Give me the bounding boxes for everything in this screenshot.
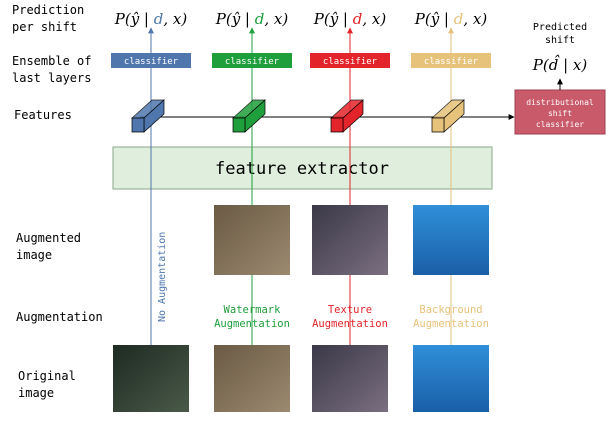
- row-label: Features: [14, 108, 72, 122]
- formula-part: , x): [264, 10, 288, 28]
- shift-classifier-label: shift: [548, 109, 572, 118]
- original-image: [214, 345, 290, 412]
- feature-cube-front: [232, 117, 246, 133]
- augmented-image: [312, 205, 388, 275]
- classifier-label: classifier: [424, 57, 479, 67]
- classifier-box: [411, 53, 491, 68]
- row-label: last layers: [12, 71, 91, 85]
- classifier-label: classifier: [124, 57, 179, 67]
- augmented-image: [413, 205, 489, 275]
- row-label: image: [18, 386, 54, 400]
- predicted-shift-formula: P(d̂ | x): [532, 55, 588, 74]
- augmentation-label: No Augmentation: [157, 232, 168, 322]
- formula-part: , x): [463, 10, 487, 28]
- prediction-formula: P(ŷ | d, x): [215, 10, 289, 28]
- row-label: Prediction: [12, 3, 84, 17]
- original-image: [413, 345, 489, 412]
- formula-shift: d: [154, 10, 164, 28]
- feature-cube-front: [330, 117, 344, 133]
- feature-cube-front: [431, 117, 445, 133]
- classifier-box: [212, 53, 292, 68]
- original-image: [113, 345, 189, 412]
- formula-shift: d: [353, 10, 363, 28]
- prediction-formula: P(ŷ | d, x): [114, 10, 188, 28]
- row-label: Augmentation: [16, 310, 103, 324]
- augmentation-label: Augmentation: [214, 318, 290, 330]
- classifier-box: [310, 53, 390, 68]
- augmentation-label: Augmentation: [413, 318, 489, 330]
- formula-part: P(ŷ |: [313, 10, 353, 28]
- feature-extractor-box: [112, 146, 493, 190]
- predicted-shift-label: Predicted: [533, 22, 587, 33]
- formula-part: , x): [362, 10, 386, 28]
- classifier-box: [111, 53, 191, 68]
- augmentation-label: Background: [419, 304, 482, 316]
- augmented-image: [214, 205, 290, 275]
- augmentation-label: Augmentation: [312, 318, 388, 330]
- feature-cube-front: [131, 117, 145, 133]
- formula-part: P(ŷ |: [114, 10, 154, 28]
- feature-extractor-label: feature extractor: [215, 159, 389, 179]
- row-label: Augmented: [16, 231, 81, 245]
- formula-part: , x): [163, 10, 187, 28]
- row-label: Ensemble of: [12, 54, 91, 68]
- formula-part: P(ŷ |: [215, 10, 255, 28]
- predicted-shift-label: shift: [545, 35, 575, 46]
- row-label: Original: [18, 369, 76, 383]
- shift-classifier-box: [514, 89, 606, 135]
- row-label: image: [16, 248, 52, 262]
- prediction-formula: P(ŷ | d, x): [313, 10, 387, 28]
- classifier-label: classifier: [225, 57, 280, 67]
- prediction-formula: P(ŷ | d, x): [414, 10, 488, 28]
- augmentation-label: Watermark: [224, 304, 282, 316]
- row-label: per shift: [12, 20, 77, 34]
- formula-shift: d: [454, 10, 464, 28]
- classifier-label: classifier: [323, 57, 378, 67]
- formula-shift: d: [255, 10, 265, 28]
- original-image: [312, 345, 388, 412]
- formula-part: P(ŷ |: [414, 10, 454, 28]
- shift-classifier-label: distributional: [526, 98, 594, 107]
- augmentation-label: Texture: [328, 304, 372, 316]
- shift-classifier-label: classifier: [536, 120, 584, 129]
